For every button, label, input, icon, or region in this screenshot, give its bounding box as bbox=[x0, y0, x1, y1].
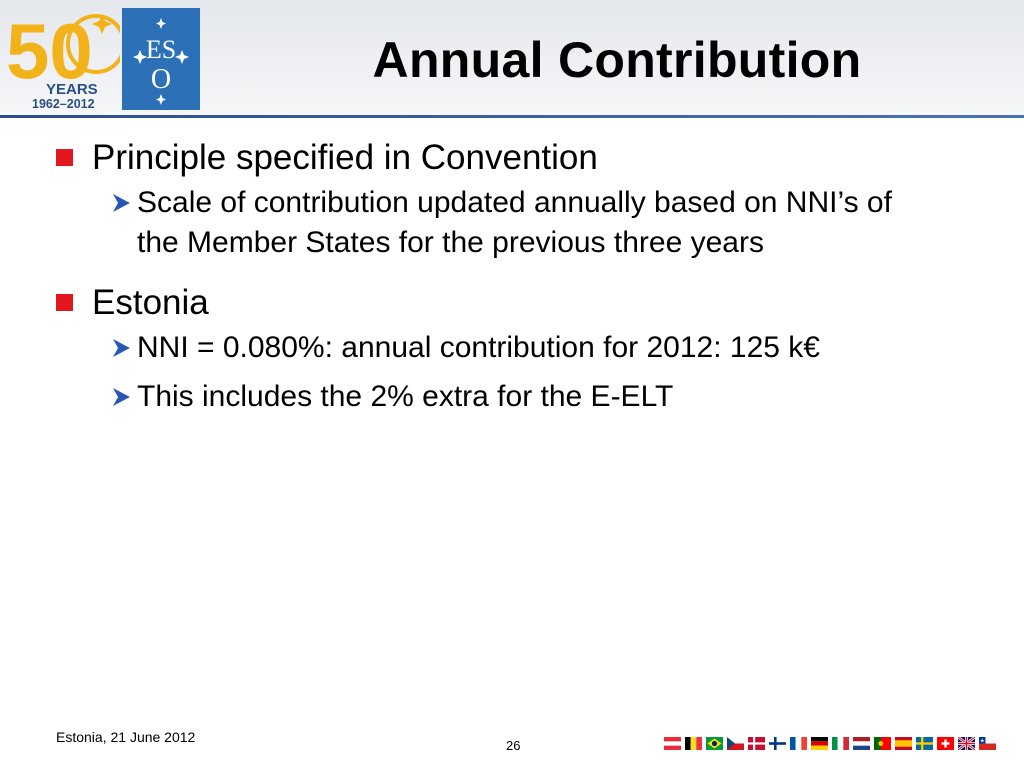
switzerland-flag-icon bbox=[937, 737, 954, 750]
belgium-flag-icon bbox=[685, 737, 702, 750]
sub-bullet-line: NNI = 0.080%: annual contribution for 20… bbox=[137, 331, 820, 364]
sub-bullet-eelt: This includes the 2% extra for the E-ELT bbox=[110, 377, 673, 417]
sub-bullet-nni: NNI = 0.080%: annual contribution for 20… bbox=[110, 328, 820, 368]
footer-date: Estonia, 21 June 2012 bbox=[56, 729, 196, 745]
eso-logo-o: O bbox=[151, 64, 171, 95]
brazil-flag-icon bbox=[706, 737, 723, 750]
arrow-bullet-icon bbox=[113, 194, 130, 212]
portugal-flag-icon bbox=[874, 737, 891, 750]
sub-bullet-line: the Member States for the previous three… bbox=[137, 226, 764, 259]
chile-flag-icon bbox=[979, 737, 996, 750]
bullet-estonia: Estonia bbox=[56, 283, 209, 323]
anniv-years-word: YEARS bbox=[46, 81, 98, 98]
spain-flag-icon bbox=[895, 737, 912, 750]
eso-50-years-logo: 50 YEARS 1962–2012 bbox=[6, 7, 120, 110]
sub-bullet-line: Scale of contribution updated annually b… bbox=[137, 186, 892, 219]
uk-flag-icon bbox=[958, 737, 975, 750]
sweden-flag-icon bbox=[916, 737, 933, 750]
arrow-bullet-icon bbox=[113, 339, 130, 357]
czech-flag-icon bbox=[727, 737, 744, 750]
finland-flag-icon bbox=[769, 737, 786, 750]
sub-bullet-line: This includes the 2% extra for the E-ELT bbox=[137, 380, 674, 413]
anniv-years-range: 1962–2012 bbox=[32, 97, 95, 110]
eso-logo: ES O bbox=[122, 8, 200, 110]
arrow-bullet-icon bbox=[113, 388, 130, 406]
bullet-text: Estonia bbox=[92, 283, 209, 322]
red-square-bullet-icon bbox=[56, 149, 73, 166]
member-state-flags bbox=[664, 737, 996, 750]
sub-bullet-scale: Scale of contribution updated annually b… bbox=[110, 183, 892, 263]
red-square-bullet-icon bbox=[56, 294, 73, 311]
germany-flag-icon bbox=[811, 737, 828, 750]
denmark-flag-icon bbox=[748, 737, 765, 750]
france-flag-icon bbox=[790, 737, 807, 750]
bullet-principle: Principle specified in Convention bbox=[56, 138, 598, 178]
sub-bullet-body: Scale of contribution updated annually b… bbox=[137, 183, 892, 263]
netherlands-flag-icon bbox=[853, 737, 870, 750]
slide-title: Annual Contribution bbox=[372, 32, 862, 88]
bullet-text: Principle specified in Convention bbox=[92, 138, 598, 177]
austria-flag-icon bbox=[664, 737, 681, 750]
header-rule bbox=[0, 115, 1024, 118]
eso-logo-es: ES bbox=[146, 35, 176, 64]
italy-flag-icon bbox=[832, 737, 849, 750]
page-number: 26 bbox=[506, 738, 521, 753]
